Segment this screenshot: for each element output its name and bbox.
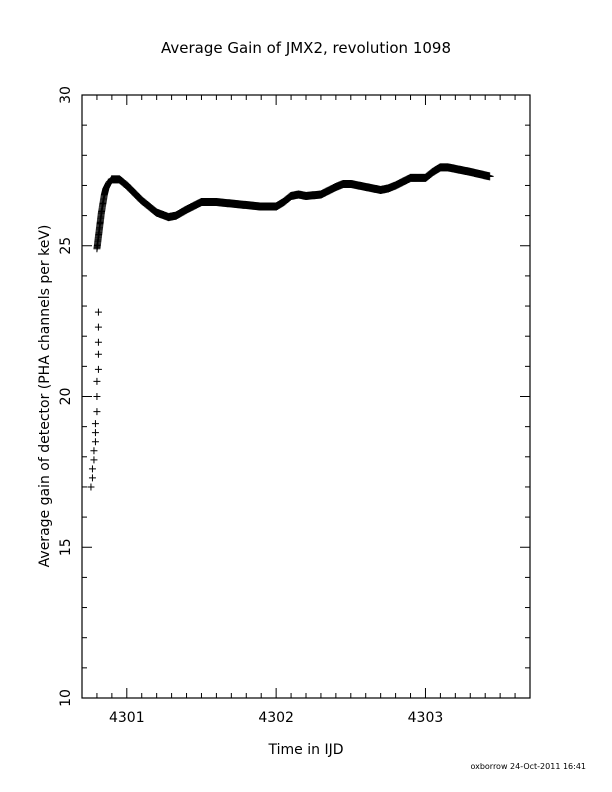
data-point xyxy=(94,350,102,358)
y-tick-label: 30 xyxy=(58,86,74,104)
y-axis-label: Average gain of detector (PHA channels p… xyxy=(37,225,53,568)
x-tick-label: 4302 xyxy=(258,710,294,726)
chart-title: Average Gain of JMX2, revolution 1098 xyxy=(161,39,451,57)
data-point xyxy=(94,338,102,346)
x-axis-tick-labels: 4301 4302 4303 xyxy=(109,710,443,726)
data-point xyxy=(90,456,98,464)
y-tick-label: 15 xyxy=(58,538,74,556)
data-point xyxy=(87,483,95,491)
y-tick-label: 20 xyxy=(58,388,74,406)
x-tick-label: 4303 xyxy=(408,710,444,726)
data-point xyxy=(94,308,102,316)
x-axis-ticks xyxy=(81,95,531,698)
plot-frame xyxy=(81,94,531,699)
y-axis-ticks xyxy=(82,94,530,699)
y-tick-label: 10 xyxy=(58,689,74,707)
data-point xyxy=(91,438,99,446)
data-point xyxy=(91,429,99,437)
data-point xyxy=(94,365,102,373)
data-point xyxy=(90,447,98,455)
data-point xyxy=(93,408,101,416)
y-tick-label: 25 xyxy=(58,237,74,255)
x-tick-label: 4301 xyxy=(109,710,145,726)
y-axis-tick-labels: 10 15 20 25 30 xyxy=(58,86,74,707)
data-point xyxy=(88,465,96,473)
data-points xyxy=(87,163,494,491)
footer-credit: oxborrow 24-Oct-2011 16:41 xyxy=(470,762,586,771)
data-point xyxy=(93,393,101,400)
data-point xyxy=(485,172,494,181)
data-point xyxy=(91,420,99,428)
x-axis-label: Time in IJD xyxy=(268,742,344,758)
data-point xyxy=(88,474,96,482)
data-point xyxy=(93,377,101,385)
data-point xyxy=(94,323,102,331)
